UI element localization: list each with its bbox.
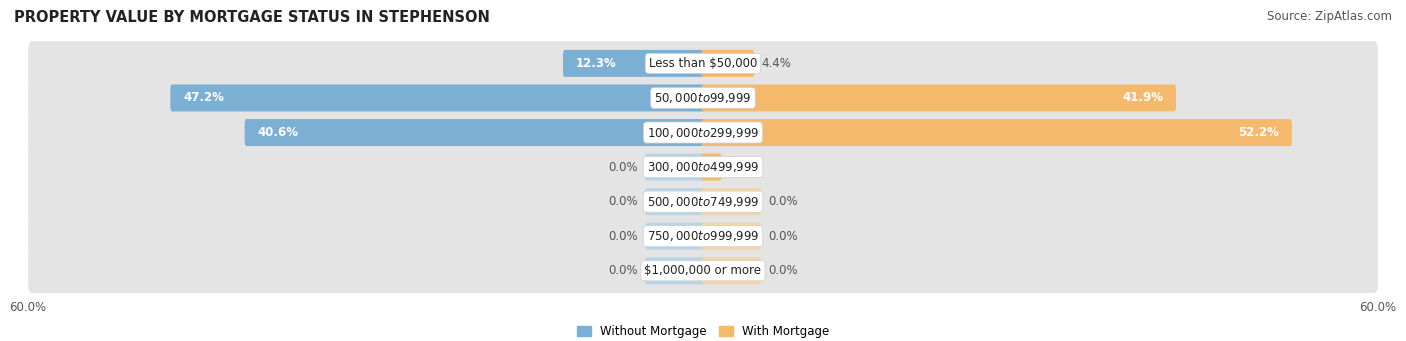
Text: 0.0%: 0.0% [768,195,797,208]
FancyBboxPatch shape [702,85,1175,112]
Text: $50,000 to $99,999: $50,000 to $99,999 [654,91,752,105]
FancyBboxPatch shape [702,257,761,284]
Text: 0.0%: 0.0% [609,230,638,243]
Text: $500,000 to $749,999: $500,000 to $749,999 [647,195,759,209]
Text: $300,000 to $499,999: $300,000 to $499,999 [647,160,759,174]
FancyBboxPatch shape [645,153,704,181]
Text: Source: ZipAtlas.com: Source: ZipAtlas.com [1267,10,1392,23]
Bar [28,189,1378,215]
Text: $1,000,000 or more: $1,000,000 or more [644,264,762,277]
FancyBboxPatch shape [702,50,754,77]
Text: 1.5%: 1.5% [728,161,759,174]
Text: $750,000 to $999,999: $750,000 to $999,999 [647,229,759,243]
FancyBboxPatch shape [28,179,1378,224]
Text: PROPERTY VALUE BY MORTGAGE STATUS IN STEPHENSON: PROPERTY VALUE BY MORTGAGE STATUS IN STE… [14,10,489,25]
Text: 0.0%: 0.0% [609,264,638,277]
Bar [28,154,1378,180]
FancyBboxPatch shape [28,214,1378,258]
FancyBboxPatch shape [645,257,704,284]
Text: 52.2%: 52.2% [1239,126,1279,139]
FancyBboxPatch shape [28,249,1378,293]
Text: $100,000 to $299,999: $100,000 to $299,999 [647,125,759,139]
Text: Less than $50,000: Less than $50,000 [648,57,758,70]
FancyBboxPatch shape [702,119,1292,146]
FancyBboxPatch shape [702,188,761,215]
FancyBboxPatch shape [645,188,704,215]
Bar [28,223,1378,249]
Legend: Without Mortgage, With Mortgage: Without Mortgage, With Mortgage [572,321,834,341]
FancyBboxPatch shape [28,110,1378,155]
FancyBboxPatch shape [645,223,704,250]
Text: 41.9%: 41.9% [1122,91,1163,104]
FancyBboxPatch shape [170,85,704,112]
FancyBboxPatch shape [245,119,704,146]
Text: 47.2%: 47.2% [183,91,224,104]
Text: 0.0%: 0.0% [609,161,638,174]
Bar [28,85,1378,111]
Bar [28,50,1378,76]
FancyBboxPatch shape [562,50,704,77]
FancyBboxPatch shape [28,145,1378,189]
Text: 40.6%: 40.6% [257,126,298,139]
Text: 0.0%: 0.0% [768,230,797,243]
FancyBboxPatch shape [28,41,1378,86]
Text: 4.4%: 4.4% [762,57,792,70]
FancyBboxPatch shape [702,223,761,250]
Text: 12.3%: 12.3% [576,57,617,70]
Text: 0.0%: 0.0% [768,264,797,277]
FancyBboxPatch shape [702,153,721,181]
Bar [28,119,1378,146]
Bar [28,258,1378,284]
Text: 0.0%: 0.0% [609,195,638,208]
FancyBboxPatch shape [28,76,1378,120]
